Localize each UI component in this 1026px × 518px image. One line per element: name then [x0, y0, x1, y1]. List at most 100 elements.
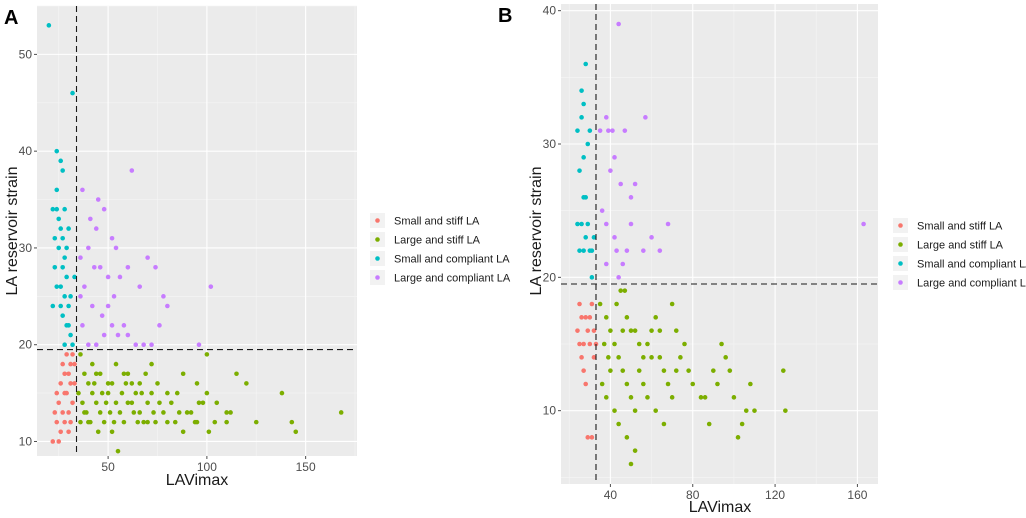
legend-dot-small-stiff	[375, 218, 380, 223]
data-point-large-stiff	[141, 419, 146, 425]
data-point-large-compliant	[616, 21, 621, 27]
data-point-large-stiff	[632, 408, 638, 413]
data-point-large-stiff	[727, 368, 733, 373]
data-point-small-compliant	[575, 221, 580, 227]
data-point-large-stiff	[115, 448, 121, 454]
data-point-large-stiff	[109, 381, 115, 386]
data-point-small-stiff	[581, 368, 586, 373]
data-point-large-compliant	[632, 181, 638, 187]
data-point-small-stiff	[70, 352, 75, 357]
data-point-large-stiff	[90, 361, 95, 367]
data-point-large-stiff	[129, 400, 135, 406]
data-point-large-stiff	[616, 355, 621, 360]
data-point-large-stiff	[192, 419, 198, 425]
data-point-small-stiff	[70, 400, 75, 406]
data-point-large-compliant	[196, 342, 202, 348]
data-point-large-compliant	[111, 294, 117, 299]
data-point-large-stiff	[86, 381, 91, 386]
panel-b-background	[561, 4, 878, 484]
data-point-small-stiff	[56, 439, 62, 444]
data-point-large-stiff	[200, 400, 206, 406]
data-point-small-compliant	[52, 264, 58, 270]
data-point-large-stiff	[603, 315, 609, 320]
data-point-large-stiff	[97, 371, 103, 377]
data-point-large-stiff	[748, 381, 753, 387]
data-point-large-compliant	[649, 235, 654, 240]
data-point-large-stiff	[93, 371, 99, 377]
data-point-large-stiff	[678, 355, 683, 360]
data-point-large-compliant	[657, 248, 663, 253]
data-point-large-stiff	[174, 390, 180, 396]
data-point-large-stiff	[206, 429, 212, 435]
data-point-large-stiff	[616, 421, 621, 427]
data-point-large-stiff	[224, 419, 229, 425]
data-point-large-compliant	[624, 248, 630, 253]
data-point-large-stiff	[645, 395, 650, 400]
data-point-large-compliant	[105, 274, 111, 280]
legend-dot-large-stiff	[375, 237, 380, 242]
data-point-small-stiff	[587, 315, 593, 320]
data-point-large-stiff	[669, 301, 675, 307]
data-point-small-stiff	[58, 381, 64, 386]
legend-label-large-stiff: Large and stiff LA	[917, 240, 1004, 252]
data-point-large-compliant	[99, 313, 105, 318]
data-point-large-stiff	[204, 390, 210, 396]
legend-label-small-stiff: Small and stiff LA	[394, 216, 480, 228]
data-point-small-stiff	[72, 381, 77, 386]
data-point-large-stiff	[121, 371, 127, 377]
data-point-large-compliant	[614, 248, 619, 253]
data-point-large-stiff	[690, 381, 696, 387]
data-point-large-compliant	[101, 332, 107, 338]
data-point-small-compliant	[62, 255, 67, 260]
panel-b-cutoffs	[561, 4, 878, 484]
data-point-large-stiff	[101, 419, 107, 425]
x-tick-label: 160	[847, 488, 867, 502]
data-point-large-stiff	[622, 288, 628, 293]
data-point-large-compliant	[618, 181, 623, 187]
data-point-large-stiff	[698, 395, 704, 400]
x-tick-label: 40	[604, 488, 618, 502]
data-point-large-compliant	[82, 284, 87, 289]
data-point-large-stiff	[781, 368, 786, 373]
data-point-small-stiff	[68, 419, 73, 425]
data-point-large-stiff	[669, 395, 675, 400]
data-point-large-compliant	[117, 274, 123, 280]
data-point-large-compliant	[97, 264, 103, 270]
data-point-large-compliant	[612, 235, 617, 240]
legend-item: Small and stiff LA	[893, 218, 1003, 233]
data-point-large-stiff	[653, 315, 658, 320]
data-point-large-compliant	[125, 332, 131, 338]
data-point-small-compliant	[50, 206, 56, 212]
data-point-large-compliant	[616, 275, 621, 280]
data-point-small-compliant	[56, 245, 62, 251]
data-point-large-stiff	[620, 328, 626, 333]
data-point-small-compliant	[581, 155, 586, 160]
data-point-large-stiff	[735, 435, 741, 440]
data-point-small-stiff	[72, 361, 77, 367]
data-point-large-compliant	[861, 221, 866, 227]
data-point-small-compliant	[60, 168, 65, 173]
data-point-large-stiff	[212, 419, 218, 425]
data-point-small-compliant	[58, 284, 64, 289]
data-point-large-stiff	[194, 381, 200, 386]
panel-a-legend: Small and stiff LA Large and stiff LA Sm…	[370, 213, 511, 285]
legend-item: Large and stiff LA	[370, 232, 481, 247]
data-point-large-compliant	[90, 303, 95, 309]
data-point-large-stiff	[612, 408, 617, 413]
data-point-large-compliant	[86, 342, 91, 348]
data-point-small-stiff	[50, 439, 56, 444]
legend-dot-small-compliant	[375, 256, 380, 261]
data-point-large-stiff	[137, 381, 143, 386]
data-point-large-stiff	[103, 400, 109, 406]
x-tick-label: 100	[197, 460, 217, 474]
data-point-small-stiff	[587, 341, 593, 347]
data-point-large-stiff	[204, 352, 210, 357]
data-point-large-stiff	[649, 355, 654, 360]
data-point-small-compliant	[587, 128, 593, 133]
y-tick-label: 20	[543, 270, 557, 284]
data-point-large-stiff	[145, 419, 150, 425]
data-point-small-stiff	[577, 301, 582, 307]
data-point-small-compliant	[589, 248, 595, 253]
data-point-large-stiff	[109, 429, 115, 435]
